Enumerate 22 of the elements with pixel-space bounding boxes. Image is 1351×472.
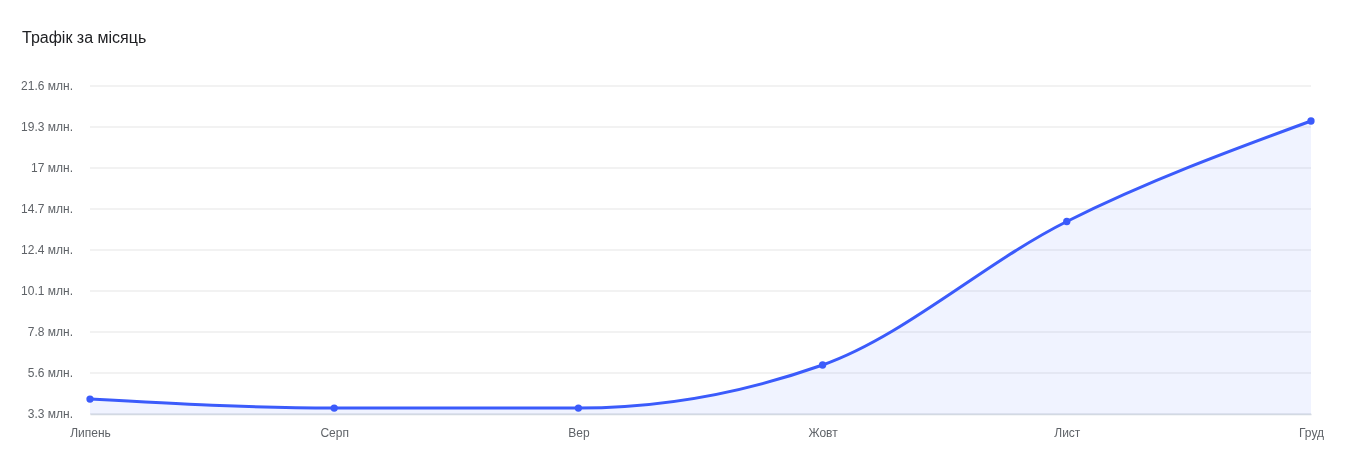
x-tick-label: Вер — [568, 425, 590, 440]
point — [1307, 117, 1315, 125]
point — [574, 404, 583, 412]
y-tick-label: 12.4 млн. — [21, 243, 73, 258]
x-tick-label: Жовт — [808, 425, 839, 440]
point — [330, 404, 338, 412]
point — [818, 361, 827, 369]
point — [1063, 217, 1071, 226]
x-tick-label: Липень — [70, 425, 111, 440]
y-tick-label: 21.6 млн. — [21, 79, 73, 94]
point — [86, 395, 94, 403]
y-tick-label: 14.7 млн. — [21, 202, 73, 217]
y-tick-label: 19.3 млн. — [21, 120, 73, 135]
x-tick-label: Серп — [320, 425, 349, 440]
chart-title: Трафік за місяць — [22, 29, 147, 46]
y-tick-label: 7.8 млн. — [27, 325, 73, 340]
x-tick-label: Лист — [1054, 425, 1081, 440]
y-tick-label: 17 млн. — [31, 161, 73, 176]
y-tick-label: 5.6 млн. — [27, 366, 73, 381]
y-tick-label: 10.1 млн. — [21, 284, 73, 299]
y-tick-label: 3.3 млн. — [27, 407, 73, 422]
x-tick-label: Груд — [1299, 425, 1324, 440]
